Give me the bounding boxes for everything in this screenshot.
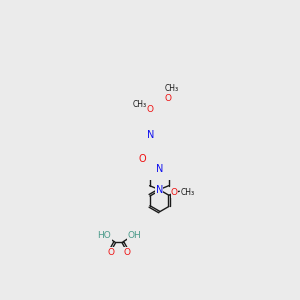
Text: N: N (155, 164, 163, 174)
Text: OH: OH (127, 231, 141, 240)
Text: N: N (155, 185, 163, 195)
Text: HO: HO (98, 231, 111, 240)
Text: CH₃: CH₃ (165, 84, 179, 93)
Text: O: O (123, 248, 130, 257)
Text: CH₃: CH₃ (133, 100, 147, 109)
Text: N: N (147, 130, 154, 140)
Text: O: O (146, 105, 153, 114)
Text: O: O (171, 188, 178, 197)
Text: O: O (164, 94, 172, 103)
Text: O: O (138, 154, 146, 164)
Text: O: O (107, 248, 114, 257)
Text: CH₃: CH₃ (181, 188, 195, 197)
